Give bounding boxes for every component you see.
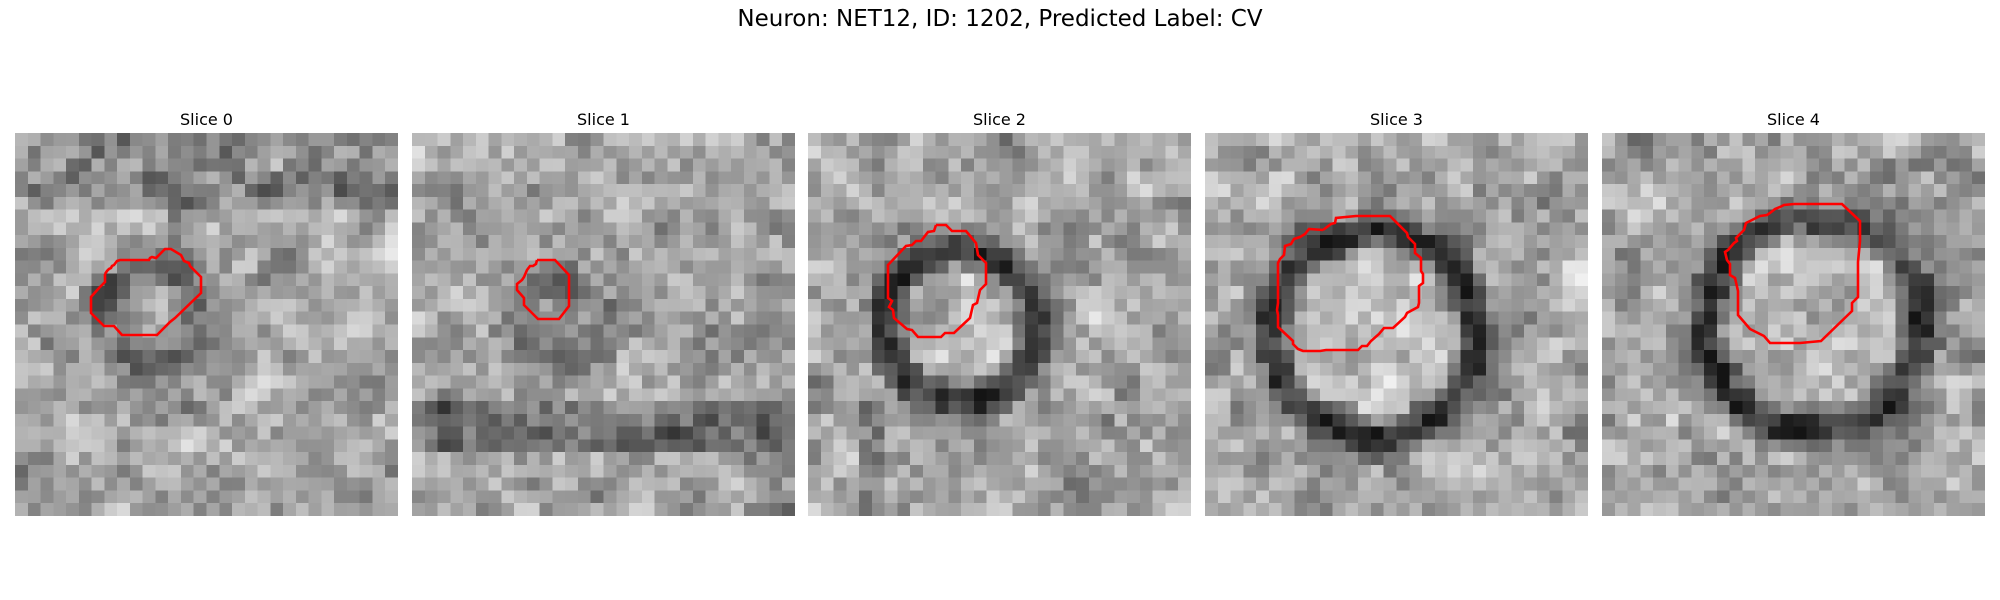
vesicle-contour-1 (515, 258, 571, 321)
slice-panel-2: Slice 2 (808, 107, 1191, 516)
vesicle-contour-0 (89, 247, 203, 337)
slice-panel-4: Slice 4 (1602, 107, 1985, 516)
slice-image-4 (1602, 133, 1985, 516)
contour-overlay-0 (89, 247, 203, 337)
figure-title: Neuron: NET12, ID: 1202, Predicted Label… (737, 6, 1263, 32)
vesicle-contour-2 (886, 223, 988, 339)
slice-title-3: Slice 3 (1370, 110, 1423, 129)
slice-title-2: Slice 2 (973, 110, 1026, 129)
slice-panel-1: Slice 1 (412, 107, 795, 516)
slice-title-1: Slice 1 (577, 110, 630, 129)
slice-image-3 (1205, 133, 1588, 516)
contour-overlay-3 (1275, 214, 1425, 353)
slice-panel-0: Slice 0 (15, 107, 398, 516)
slice-image-0 (15, 133, 398, 516)
contour-overlay-1 (515, 258, 571, 321)
slice-title-0: Slice 0 (180, 110, 233, 129)
em-image-4 (1602, 133, 1985, 516)
slice-image-1 (412, 133, 795, 516)
slice-image-2 (808, 133, 1191, 516)
em-image-0 (15, 133, 398, 516)
vesicle-contour-4 (1723, 202, 1862, 345)
slice-title-4: Slice 4 (1767, 110, 1820, 129)
slice-panel-3: Slice 3 (1205, 107, 1588, 516)
contour-overlay-4 (1723, 202, 1862, 345)
em-image-2 (808, 133, 1191, 516)
vesicle-contour-3 (1275, 214, 1425, 353)
em-image-1 (412, 133, 795, 516)
contour-overlay-2 (886, 223, 988, 339)
